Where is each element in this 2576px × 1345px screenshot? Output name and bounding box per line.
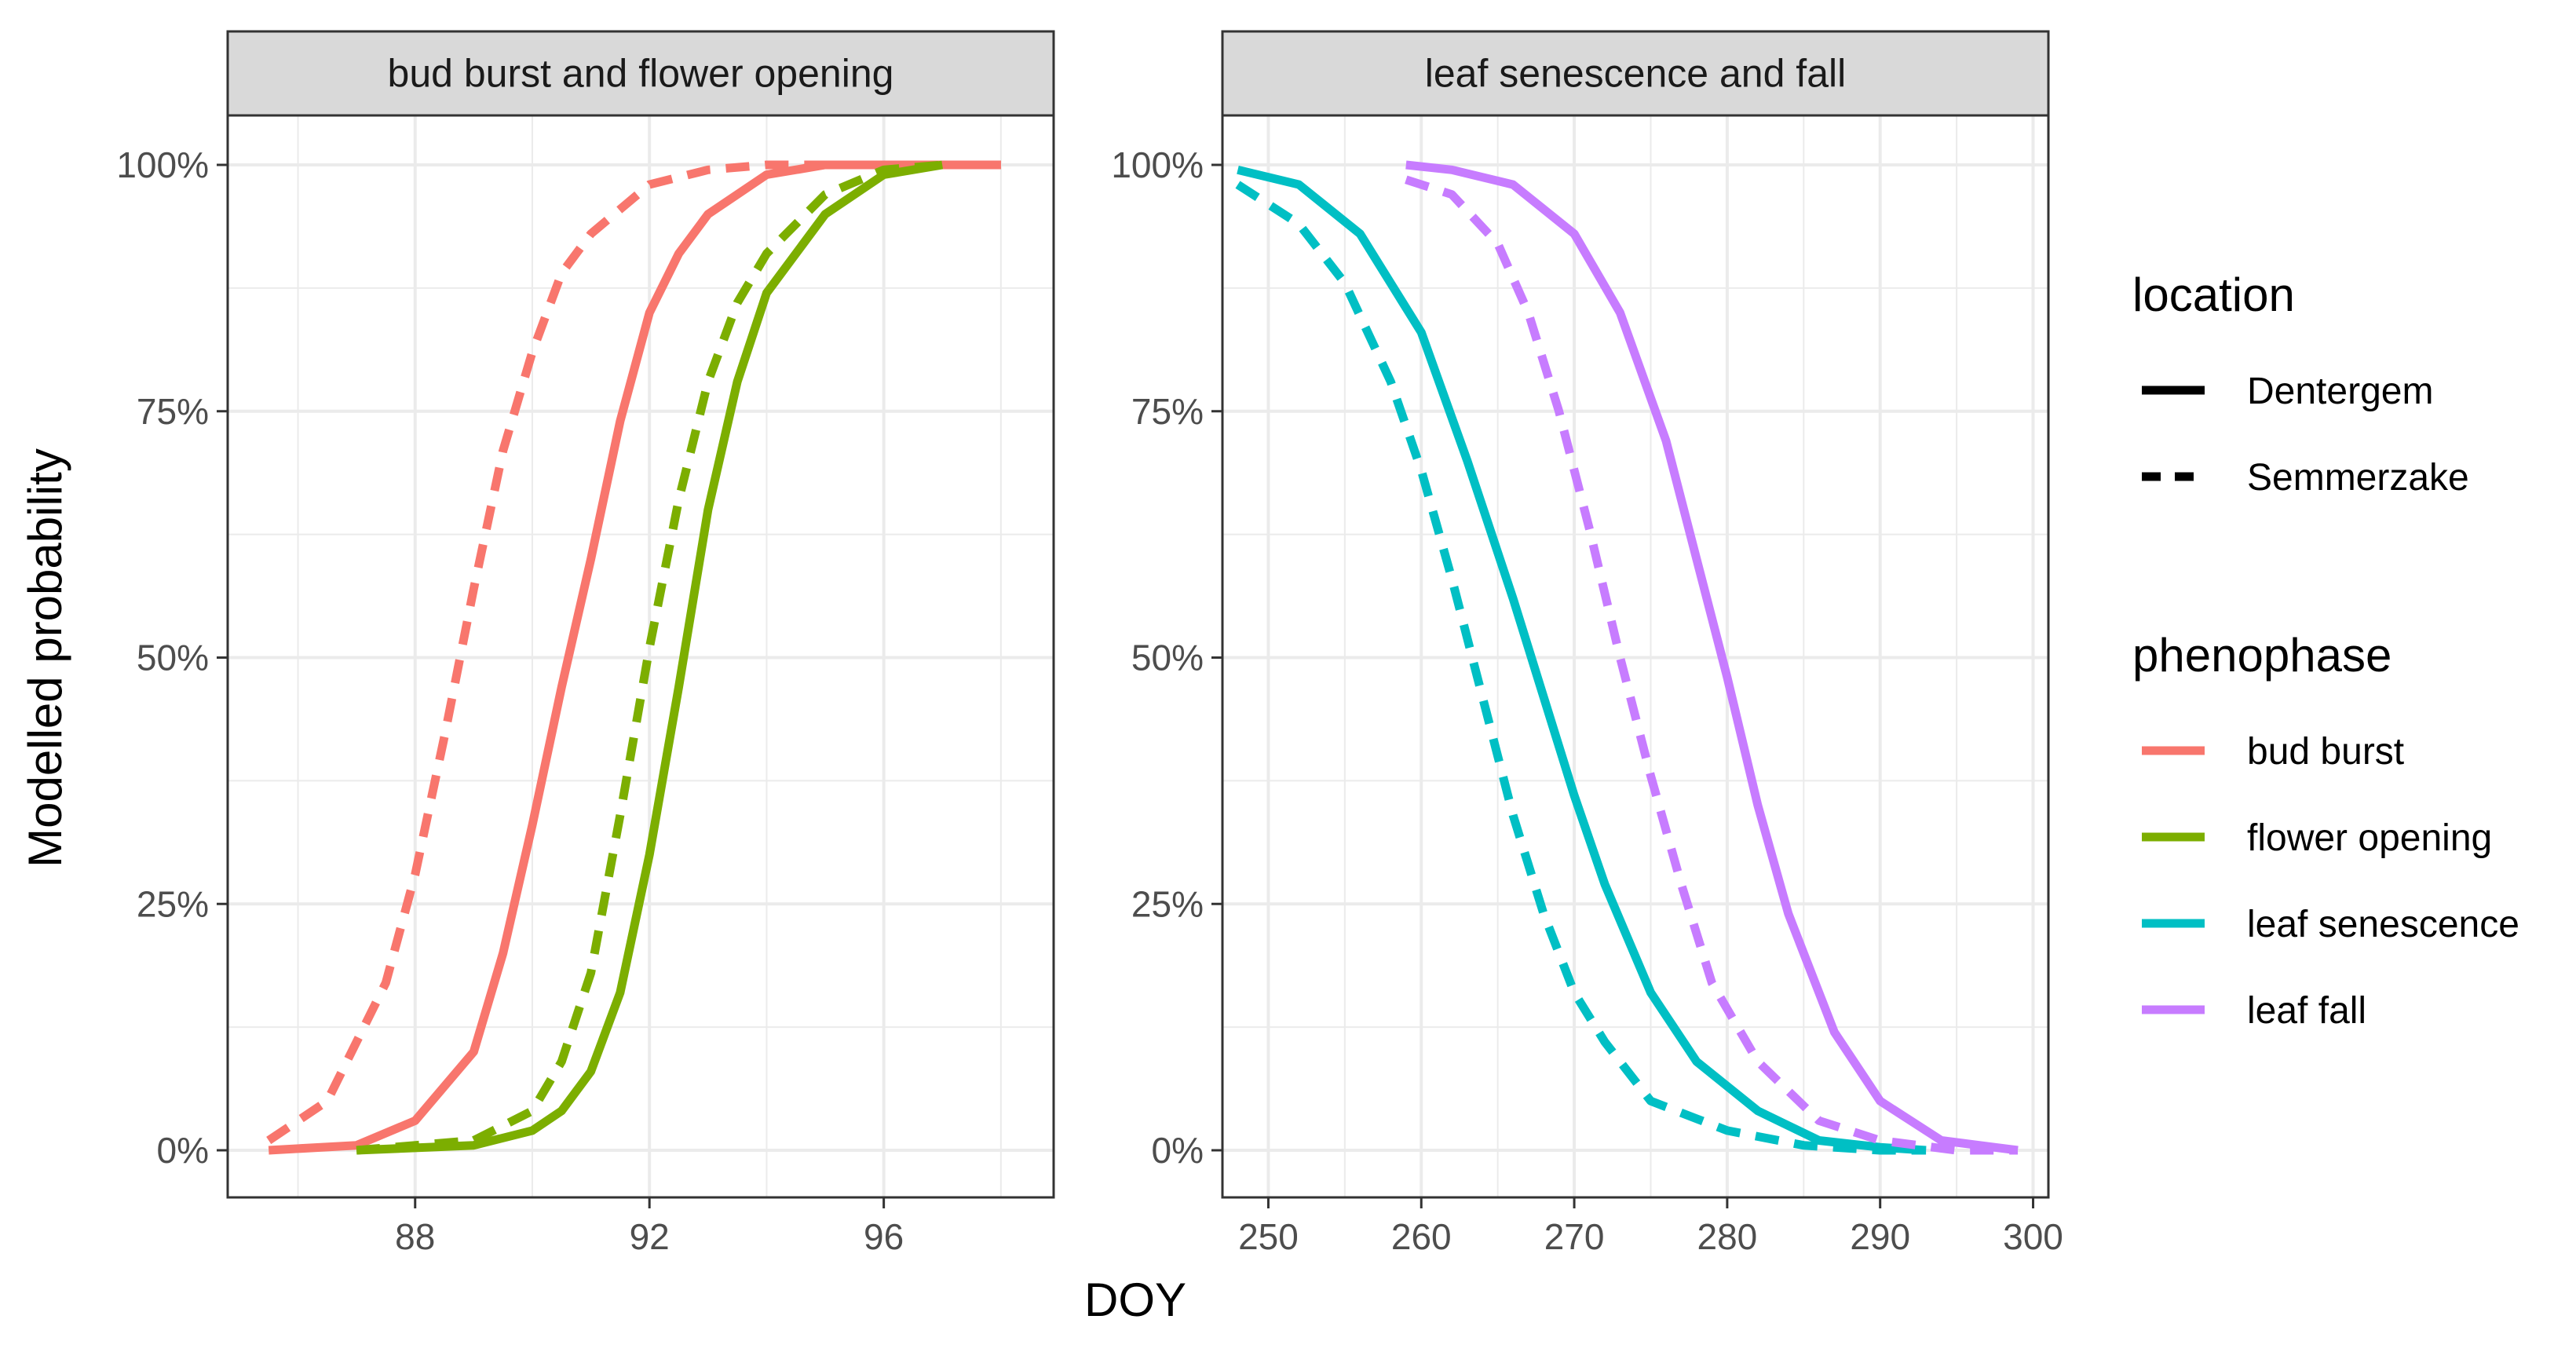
x-tick-label: 300 xyxy=(2003,1216,2063,1257)
y-tick-label: 0% xyxy=(1152,1130,1204,1171)
legend-label-location: Semmerzake xyxy=(2247,457,2469,499)
y-tick-label: 0% xyxy=(157,1130,209,1171)
legend-label-location: Dentergem xyxy=(2247,371,2433,412)
x-tick-label: 88 xyxy=(395,1216,435,1257)
x-tick-label: 92 xyxy=(630,1216,670,1257)
facet-strip xyxy=(1221,30,2050,117)
x-tick-label: 260 xyxy=(1391,1216,1452,1257)
y-tick-label: 50% xyxy=(1131,638,1204,678)
legend-label-phenophase: leaf fall xyxy=(2247,990,2366,1032)
legend-label-phenophase: leaf senescence xyxy=(2247,904,2519,945)
legend: location Dentergem Semmerzake phenophase bud… xyxy=(2132,269,2519,1032)
series-line-leaf-senescence-dentergem xyxy=(1237,165,1927,1155)
series-line-flower-opening-dentergem xyxy=(356,160,944,1155)
legend-label-phenophase: flower opening xyxy=(2247,817,2492,859)
series-line-flower-opening-semmerzake xyxy=(356,160,943,1155)
y-tick-label: 25% xyxy=(137,883,209,924)
y-tick-label: 50% xyxy=(137,638,209,678)
y-tick-label: 75% xyxy=(1131,391,1204,432)
y-tick-label: 100% xyxy=(116,144,209,185)
x-tick-label: 290 xyxy=(1850,1216,1910,1257)
y-axis-title: Modelled probability xyxy=(19,448,71,868)
x-tick-label: 270 xyxy=(1544,1216,1605,1257)
facet-strip-title: leaf senescence and fall xyxy=(1425,52,1846,96)
y-tick-label: 25% xyxy=(1131,883,1204,924)
y-tick-label: 100% xyxy=(1111,144,1204,185)
series-line-leaf-fall-dentergem xyxy=(1405,160,2019,1155)
facet-panels: bud burst and flower opening 0% 25% 50% 75% 1… xyxy=(116,30,2063,1257)
legend-title-phenophase: phenophase xyxy=(2132,629,2391,682)
legend-title-location: location xyxy=(2132,269,2295,321)
facet-panel: bud burst and flower opening 0% 25% 50% 75% 1… xyxy=(116,30,1055,1257)
x-tick-label: 250 xyxy=(1238,1216,1299,1257)
legend-label-phenophase: bud burst xyxy=(2247,731,2404,773)
x-tick-label: 280 xyxy=(1697,1216,1758,1257)
facet-strip xyxy=(226,30,1055,117)
series-line-bud-burst-semmerzake xyxy=(266,160,1001,1145)
series-line-leaf-fall-semmerzake xyxy=(1405,175,2018,1155)
x-axis-title: DOY xyxy=(1084,1274,1186,1326)
x-tick-label: 96 xyxy=(864,1216,904,1257)
facet-panel: leaf senescence and fall 0% 25% 50% 75% 100% 2… xyxy=(1111,30,2063,1257)
series-line-bud-burst-dentergem xyxy=(268,160,1001,1155)
y-tick-label: 75% xyxy=(137,391,209,432)
facet-strip-title: bud burst and flower opening xyxy=(388,52,894,96)
series-line-leaf-senescence-semmerzake xyxy=(1235,181,1927,1155)
